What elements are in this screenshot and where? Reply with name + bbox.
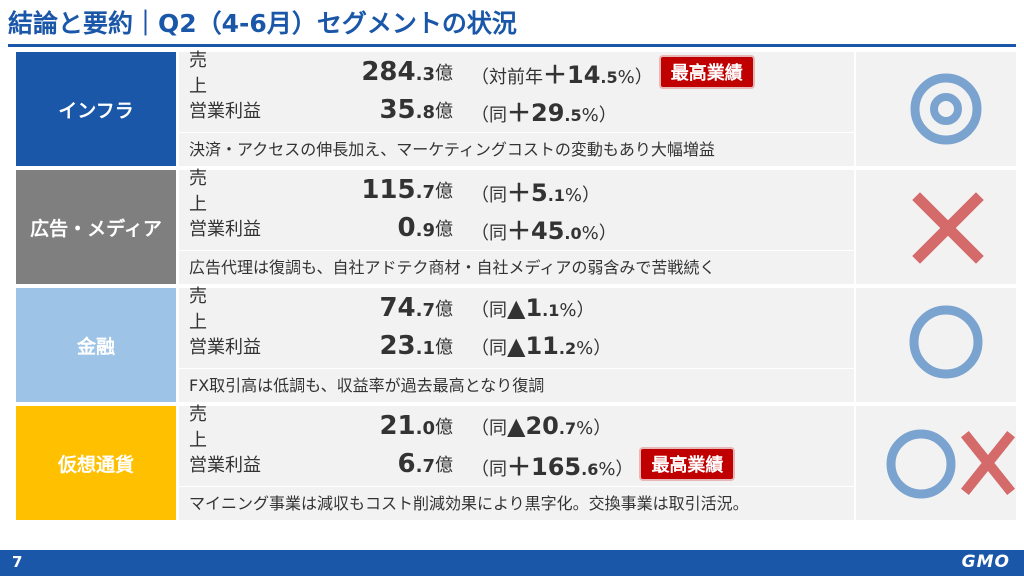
profit-amount: 23.1 (379, 331, 435, 361)
note-row: 広告代理は復調も、自社アドテク商材・自社メディアの弱含みで苦戦続く (179, 250, 854, 281)
gmo-logo: GMO (961, 552, 1010, 572)
profit-amount: 6.7 (397, 449, 435, 479)
profit-row: 営業利益 35.8 億 （同＋29.5%） (179, 92, 854, 128)
revenue-row: 売 上 284.3 億 （対前年＋14.5%） 最高業績 (179, 50, 854, 97)
segment-content: 売 上 284.3 億 （対前年＋14.5%） 最高業績 営業利益 35.8 億… (179, 50, 854, 166)
profit-unit: 億 (435, 337, 453, 358)
revenue-amount: 115.7 (361, 175, 435, 205)
segment-label: 広告・メディア (16, 170, 176, 284)
revenue-label: 売 上 (189, 168, 285, 215)
cross-icon (912, 192, 984, 264)
profit-amount: 35.8 (379, 95, 435, 125)
evaluation-cell (856, 406, 1016, 520)
circle-icon (909, 305, 983, 379)
segment-content: 売 上 21.0 億 （同▲20.7%） 営業利益 6.7 億 （同＋165.6… (179, 404, 854, 520)
profit-label: 営業利益 (189, 219, 261, 240)
revenue-yoy: （同▲1.1%） (471, 294, 595, 322)
double-circle-icon (910, 73, 982, 145)
revenue-amount: 21.0 (379, 411, 435, 441)
record-high-badge: 最高業績 (658, 55, 755, 89)
revenue-unit: 億 (435, 417, 453, 438)
segment-note: 決済・アクセスの伸長加え、マーケティングコストの変動もあり大幅増益 (189, 140, 715, 159)
revenue-row: 売 上 115.7 億 （同＋5.1%） (179, 168, 854, 215)
segment-content: 売 上 115.7 億 （同＋5.1%） 営業利益 0.9 億 （同＋45.0%… (179, 168, 854, 284)
profit-unit: 億 (435, 219, 453, 240)
profit-row: 営業利益 6.7 億 （同＋165.6%） 最高業績 (179, 446, 854, 482)
note-row: マイニング事業は減収もコスト削減効果により黒字化。交換事業は取引活況。 (179, 486, 854, 517)
revenue-unit: 億 (435, 181, 453, 202)
segment-label: インフラ (16, 52, 176, 166)
revenue-yoy: （対前年＋14.5%） (471, 60, 653, 89)
profit-yoy: （同＋29.5%） (471, 98, 617, 127)
evaluation-cell (856, 170, 1016, 284)
page-title: 結論と要約｜Q2（4-6月）セグメントの状況 (8, 9, 517, 38)
record-high-badge: 最高業績 (639, 447, 736, 481)
profit-unit: 億 (435, 101, 453, 122)
note-row: FX取引高は低調も、収益率が過去最高となり復調 (179, 368, 854, 399)
segment-note: 広告代理は復調も、自社アドテク商材・自社メディアの弱含みで苦戦続く (189, 258, 716, 277)
profit-label: 営業利益 (189, 337, 261, 358)
revenue-amount: 284.3 (361, 57, 435, 87)
revenue-label: 売 上 (189, 50, 285, 97)
revenue-unit: 億 (435, 63, 453, 84)
revenue-label: 売 上 (189, 404, 285, 451)
revenue-yoy: （同＋5.1%） (471, 178, 601, 207)
segment-crypto: 仮想通貨 売 上 21.0 億 （同▲20.7%） 営業利益 6.7 億 （同＋… (16, 404, 1016, 520)
revenue-row: 売 上 21.0 億 （同▲20.7%） (179, 404, 854, 451)
title-underline (8, 44, 1016, 47)
profit-label: 営業利益 (189, 101, 261, 122)
evaluation-cell (856, 288, 1016, 402)
profit-amount: 0.9 (397, 213, 435, 243)
segment-infra: インフラ 売 上 284.3 億 （対前年＋14.5%） 最高業績 営業利益 3… (16, 50, 1016, 166)
profit-yoy: （同＋165.6%） (471, 452, 634, 481)
circle-and-cross-icon (886, 429, 1016, 499)
segment-note: マイニング事業は減収もコスト削減効果により黒字化。交換事業は取引活況。 (189, 494, 749, 513)
profit-row: 営業利益 23.1 億 （同▲11.2%） (179, 328, 854, 364)
revenue-yoy: （同▲20.7%） (471, 412, 612, 440)
profit-yoy: （同＋45.0%） (471, 216, 617, 245)
footer-bar: 7 GMO (0, 550, 1024, 576)
page-number: 7 (12, 553, 23, 571)
profit-label: 営業利益 (189, 455, 261, 476)
revenue-amount: 74.7 (379, 293, 435, 323)
segment-label: 仮想通貨 (16, 406, 176, 520)
revenue-unit: 億 (435, 299, 453, 320)
revenue-row: 売 上 74.7 億 （同▲1.1%） (179, 286, 854, 333)
profit-unit: 億 (435, 455, 453, 476)
segment-note: FX取引高は低調も、収益率が過去最高となり復調 (189, 376, 545, 395)
profit-yoy: （同▲11.2%） (471, 332, 612, 360)
segment-ad-media: 広告・メディア 売 上 115.7 億 （同＋5.1%） 営業利益 0.9 億 … (16, 168, 1016, 284)
profit-row: 営業利益 0.9 億 （同＋45.0%） (179, 210, 854, 246)
segment-content: 売 上 74.7 億 （同▲1.1%） 営業利益 23.1 億 （同▲11.2%… (179, 286, 854, 402)
circle-icon (886, 429, 956, 499)
segment-label: 金融 (16, 288, 176, 402)
cross-icon (960, 430, 1016, 496)
segment-finance: 金融 売 上 74.7 億 （同▲1.1%） 営業利益 23.1 億 （同▲11… (16, 286, 1016, 402)
evaluation-cell (856, 52, 1016, 166)
note-row: 決済・アクセスの伸長加え、マーケティングコストの変動もあり大幅増益 (179, 132, 854, 163)
revenue-label: 売 上 (189, 286, 285, 333)
